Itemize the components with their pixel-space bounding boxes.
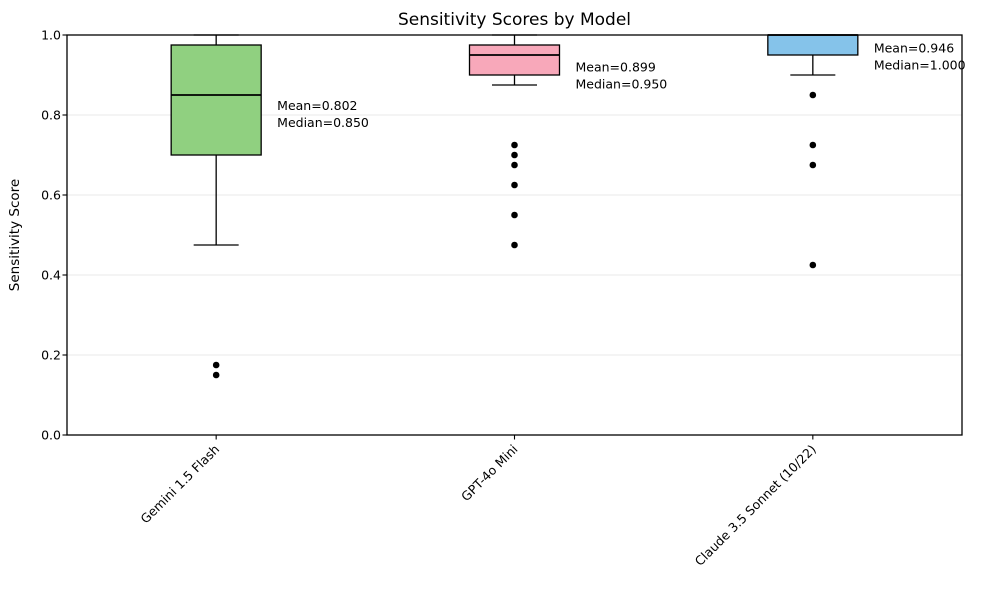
outlier-dot <box>511 241 518 249</box>
y-tick-label: 1.0 <box>41 28 61 43</box>
outlier-dot <box>511 211 518 219</box>
outlier-dot <box>809 91 817 99</box>
annotation-line-claude-3-5-sonnet-10-22: Median=1.000 <box>874 58 966 73</box>
box-group-claude-3-5-sonnet-10-22: Mean=0.946 Median=1.000 <box>767 34 966 269</box>
box-group-gemini-1-5-flash: Mean=0.802 Median=0.850 <box>170 34 369 379</box>
outlier-dot <box>809 161 817 169</box>
annotation-line-gemini-1-5-flash: Median=0.850 <box>277 115 369 130</box>
box-group-gpt-4o-mini: Mean=0.899 Median=0.950 <box>468 34 668 249</box>
chart-plot-area: 0.0 0.2 0.4 0.6 0.8 1.0 Gemini 1.5 Flash GPT-4o… <box>41 28 965 569</box>
y-tick-label: 0.4 <box>41 268 61 283</box>
x-tick-label-claude-3-5-sonnet-10-22: Claude 3.5 Sonnet (10/22) <box>692 442 819 569</box>
annotation-line-gpt-4o-mini: Mean=0.899 <box>576 59 656 74</box>
outlier-dot <box>212 371 220 379</box>
x-tick-label-gemini-1-5-flash: Gemini 1.5 Flash <box>137 442 222 527</box>
box-iqr <box>767 34 859 56</box>
outlier-dot <box>511 181 518 189</box>
outlier-dot <box>511 151 518 159</box>
box-iqr <box>170 44 262 156</box>
outlier-dot <box>809 261 817 269</box>
outlier-dot <box>212 361 220 369</box>
y-axis-label: Sensitivity Score <box>7 179 23 291</box>
plot-frame <box>66 34 963 436</box>
annotation-line-claude-3-5-sonnet-10-22: Mean=0.946 <box>874 41 954 56</box>
outlier-dot <box>809 141 817 149</box>
annotation-line-gpt-4o-mini: Median=0.950 <box>576 76 668 91</box>
y-tick-label: 0.0 <box>41 428 61 443</box>
box-iqr <box>468 44 561 76</box>
outlier-dot <box>511 141 518 149</box>
y-tick-label: 0.2 <box>41 348 61 363</box>
outlier-dot <box>511 161 518 169</box>
y-tick-label: 0.8 <box>41 108 61 123</box>
y-tick-label: 0.6 <box>41 188 61 203</box>
x-tick-label-gpt-4o-mini: GPT-4o Mini <box>458 442 521 505</box>
annotation-line-gemini-1-5-flash: Mean=0.802 <box>277 98 357 113</box>
chart-title: Sensitivity Scores by Model <box>398 10 631 30</box>
